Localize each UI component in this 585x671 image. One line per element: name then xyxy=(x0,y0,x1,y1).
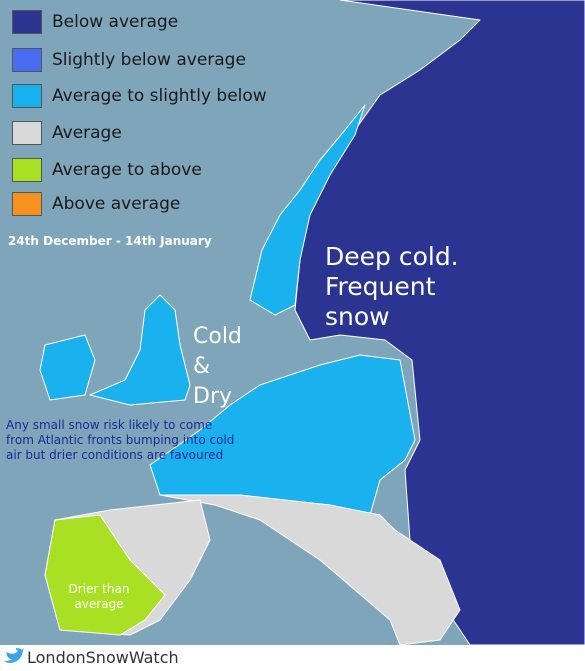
annotation: Deep cold. Frequent snow xyxy=(325,242,459,331)
legend-swatch xyxy=(12,192,42,216)
legend-swatch xyxy=(12,84,42,108)
legend-label: Average to slightly below xyxy=(52,86,267,106)
legend-swatch xyxy=(12,158,42,182)
legend-label: Average to above xyxy=(52,160,202,180)
legend-item: Average xyxy=(12,121,122,145)
footer-handle: LondonSnowWatch xyxy=(27,648,179,667)
legend-swatch xyxy=(12,121,42,145)
annotation: Any small snow risk likely to come from … xyxy=(6,418,235,462)
legend-item: Average to above xyxy=(12,158,202,182)
legend-label: Slightly below average xyxy=(52,50,246,70)
date-range: 24th December - 14th January xyxy=(8,234,212,248)
legend-item: Above average xyxy=(12,192,180,216)
legend-label: Below average xyxy=(52,12,179,32)
region-iberia-west xyxy=(44,514,166,636)
region-uk xyxy=(89,294,191,406)
annotation: Drier than average xyxy=(68,582,130,611)
annotation: Cold & Dry xyxy=(193,324,242,409)
region-norway xyxy=(249,104,366,316)
footer-bar xyxy=(0,645,585,671)
legend-item: Average to slightly below xyxy=(12,84,267,108)
legend-label: Average xyxy=(52,123,122,143)
legend-swatch xyxy=(12,10,42,34)
legend-swatch xyxy=(12,48,42,72)
legend-item: Slightly below average xyxy=(12,48,246,72)
legend-label: Above average xyxy=(52,194,181,214)
legend-item: Below average xyxy=(12,10,178,34)
twitter-icon xyxy=(4,648,24,663)
region-south xyxy=(159,494,461,646)
region-ireland xyxy=(39,334,96,401)
region-east xyxy=(294,0,585,646)
